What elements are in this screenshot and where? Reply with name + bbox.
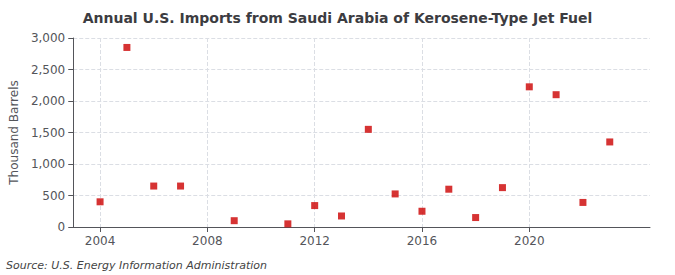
- svg-text:1,000: 1,000: [31, 157, 65, 171]
- svg-text:2016: 2016: [407, 234, 438, 248]
- svg-text:2012: 2012: [299, 234, 330, 248]
- svg-text:Source: U.S. Energy Informatio: Source: U.S. Energy Information Administ…: [6, 259, 267, 272]
- svg-text:3,000: 3,000: [31, 31, 65, 45]
- svg-text:2020: 2020: [514, 234, 545, 248]
- svg-text:Thousand Barrels: Thousand Barrels: [7, 80, 21, 185]
- svg-text:2,500: 2,500: [31, 63, 65, 77]
- svg-text:Annual U.S. Imports from Saudi: Annual U.S. Imports from Saudi Arabia of…: [83, 10, 593, 26]
- svg-text:500: 500: [42, 189, 65, 203]
- svg-text:2008: 2008: [192, 234, 223, 248]
- svg-text:2004: 2004: [85, 234, 116, 248]
- svg-text:0: 0: [58, 220, 66, 234]
- svg-text:2,000: 2,000: [31, 94, 65, 108]
- svg-text:1,500: 1,500: [31, 126, 65, 140]
